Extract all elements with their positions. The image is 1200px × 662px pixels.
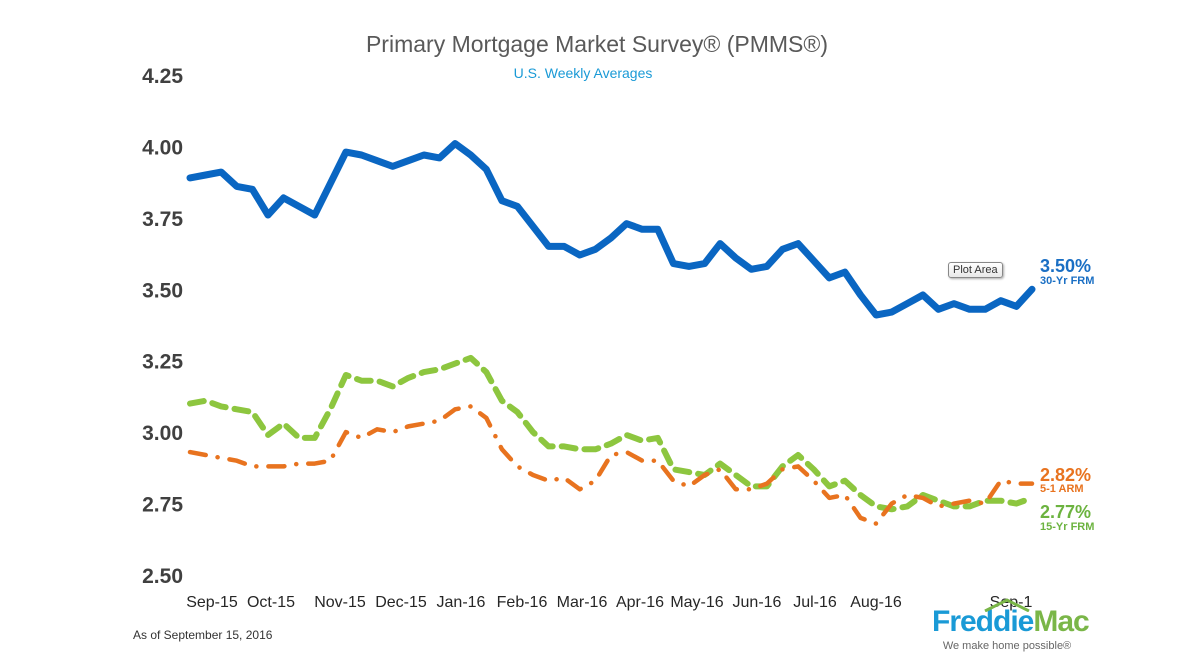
x-tick-label: Apr-16 <box>616 594 664 611</box>
y-tick-label: 3.25 <box>142 351 183 374</box>
chart-title: Primary Mortgage Market Survey® (PMMS®) <box>366 31 828 57</box>
logo-text-mac: Mac <box>1033 605 1089 638</box>
y-tick-label: 3.50 <box>142 279 183 302</box>
x-tick-label: Nov-15 <box>314 594 366 611</box>
y-axis: 4.25 4.00 3.75 3.50 3.25 3.00 2.75 2.50 <box>142 65 183 588</box>
x-tick-label: Mar-16 <box>557 594 608 611</box>
logo-tagline: We make home possible® <box>942 640 1072 652</box>
y-tick-label: 4.00 <box>142 136 183 159</box>
y-tick-label: 4.25 <box>142 65 183 88</box>
x-tick-label: Oct-15 <box>247 594 295 611</box>
series-end-value: 3.50% <box>1040 256 1091 276</box>
logo-text-freddie: Freddie <box>932 605 1034 638</box>
series-name-label: 5-1 ARM <box>1040 483 1084 495</box>
x-tick-label: May-16 <box>670 594 723 611</box>
x-tick-label: Jan-16 <box>437 594 486 611</box>
plot-area[interactable] <box>186 140 1036 526</box>
y-tick-label: 3.75 <box>142 208 183 231</box>
x-axis: Sep-15 Oct-15 Nov-15 Dec-15 Jan-16 Feb-16 Mar-… <box>186 594 1032 611</box>
series-end-value: 2.77% <box>1040 502 1091 522</box>
x-tick-label: Sep-15 <box>186 594 238 611</box>
chart-subtitle: U.S. Weekly Averages <box>514 65 653 81</box>
y-tick-label: 3.00 <box>142 422 183 445</box>
series-name-label: 15-Yr FRM <box>1040 521 1094 533</box>
house-roof-icon <box>984 598 1030 612</box>
series-line-5-1-arm[interactable] <box>187 404 1035 526</box>
series-end-value: 2.82% <box>1040 465 1091 485</box>
x-tick-label: Aug-16 <box>850 594 902 611</box>
series-name-label: 30-Yr FRM <box>1040 275 1094 287</box>
series-line-30-yr-frm[interactable] <box>186 140 1036 319</box>
x-tick-label: Jul-16 <box>793 594 837 611</box>
x-tick-label: Jun-16 <box>733 594 782 611</box>
x-tick-label: Dec-15 <box>375 594 427 611</box>
series-line-15-yr-frm[interactable] <box>187 354 1035 513</box>
y-tick-label: 2.50 <box>142 565 183 588</box>
freddie-mac-logo: FreddieMac We make home possible® <box>932 598 1090 652</box>
series-labels: 3.50%30-Yr FRM 2.82%5-1 ARM 2.77%15-Yr FRM <box>1040 256 1094 533</box>
as-of-date: As of September 15, 2016 <box>133 628 273 642</box>
y-tick-label: 2.75 <box>142 494 183 517</box>
x-tick-label: Feb-16 <box>497 594 548 611</box>
plot-area-tooltip: Plot Area <box>948 262 1003 278</box>
